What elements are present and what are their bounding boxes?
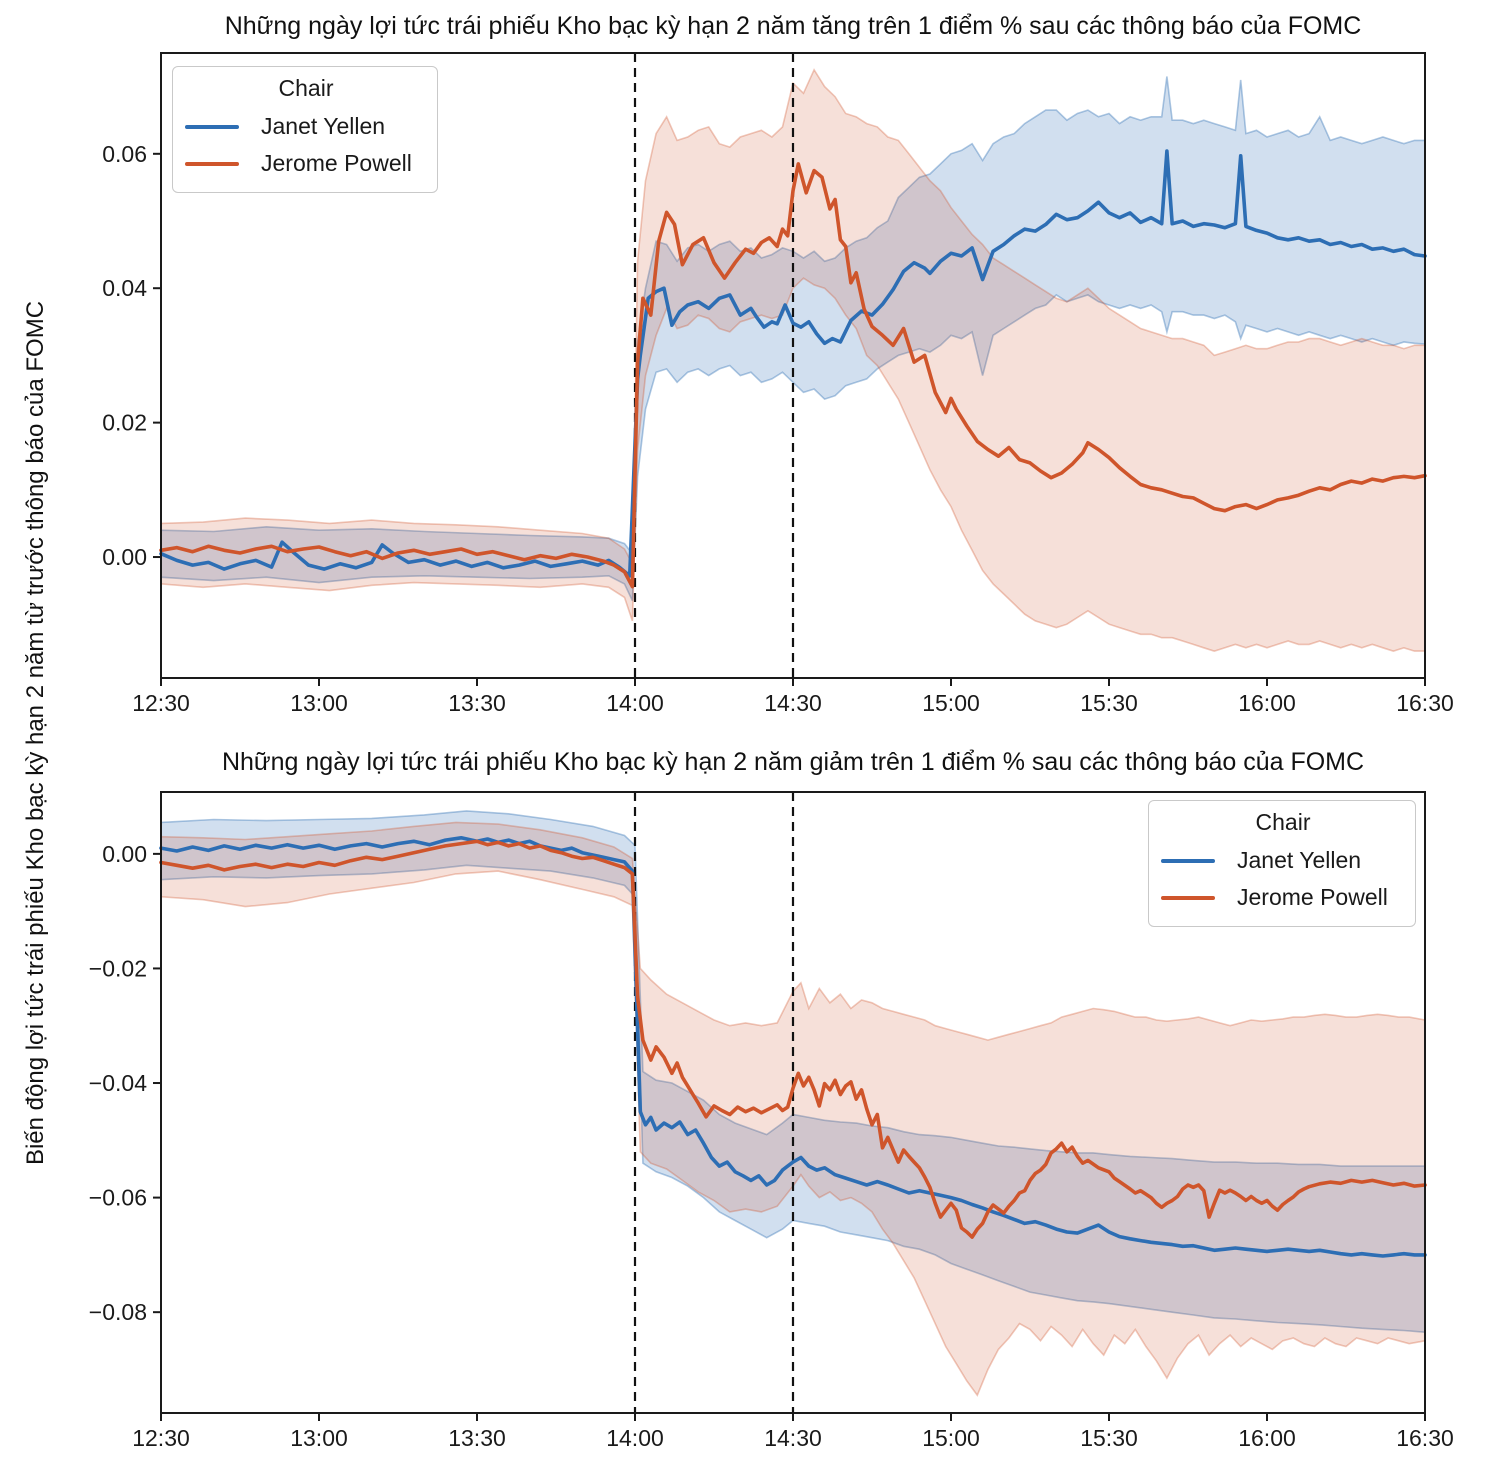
x-tick-label-bottom: 16:30 [1396,1425,1454,1451]
y-tick-label-bottom: 0.00 [102,841,147,867]
powell-line-swatch-icon [185,161,239,166]
legend-title: Chair [278,75,334,101]
legend-label-yellen: Janet Yellen [1237,847,1362,873]
legend-label-yellen: Janet Yellen [261,113,386,139]
x-tick-label-bottom: 12:30 [132,1425,190,1451]
x-tick-label-top: 13:00 [290,690,348,716]
bottom-chart-title: Những ngày lợi tức trái phiếu Kho bạc kỳ… [221,748,1365,776]
x-tick-label-bottom: 13:30 [448,1425,506,1451]
y-tick-label-bottom: −0.08 [89,1299,147,1325]
yellen-mean-line-bottom [159,835,1427,1258]
yellen-mean-line-top [159,149,1427,578]
y-tick-label-bottom: −0.04 [89,1070,147,1096]
powell-line-swatch-icon [1161,895,1215,900]
x-tick-label-bottom: 14:00 [606,1425,664,1451]
y-axis-label: Biến động lợi tức trái phiếu Kho bạc kỳ … [22,300,49,1166]
x-tick-label-top: 15:00 [922,690,980,716]
legend-item-powell: Jerome Powell [1161,879,1405,916]
x-tick-label-top: 16:00 [1238,690,1296,716]
y-tick-label-bottom: −0.02 [89,955,147,981]
y-tick-label-bottom: −0.06 [89,1185,147,1211]
legend-item-yellen: Janet Yellen [185,108,427,145]
y-tick-label-top: 0.06 [102,141,147,167]
x-tick-label-top: 14:30 [764,690,822,716]
top-chart-title: Những ngày lợi tức trái phiếu Kho bạc kỳ… [224,12,1362,40]
x-tick-label-bottom: 15:00 [922,1425,980,1451]
x-tick-label-bottom: 15:30 [1080,1425,1138,1451]
y-tick-label-top: 0.00 [102,544,147,570]
x-tick-label-top: 14:00 [606,690,664,716]
legend-item-powell: Jerome Powell [185,145,427,182]
legend-top: Chair Janet Yellen Jerome Powell [172,66,438,193]
x-tick-label-bottom: 16:00 [1238,1425,1296,1451]
x-tick-label-top: 16:30 [1396,690,1454,716]
x-tick-label-top: 12:30 [132,690,190,716]
y-tick-label-top: 0.02 [102,410,147,436]
y-tick-label-top: 0.04 [102,275,147,301]
legend-bottom: Chair Janet Yellen Jerome Powell [1148,800,1416,927]
powell-mean-line-bottom [159,839,1427,1239]
x-tick-label-top: 13:30 [448,690,506,716]
yellen-line-swatch-icon [185,124,239,129]
legend-label-powell: Jerome Powell [1237,884,1388,910]
powell-mean-line-top [159,162,1427,589]
legend-item-yellen: Janet Yellen [1161,842,1405,879]
legend-title: Chair [1255,809,1311,835]
x-tick-label-top: 15:30 [1080,690,1138,716]
x-tick-label-bottom: 13:00 [290,1425,348,1451]
yellen-line-swatch-icon [1161,858,1215,863]
x-tick-label-bottom: 14:30 [764,1425,822,1451]
legend-label-powell: Jerome Powell [261,150,412,176]
